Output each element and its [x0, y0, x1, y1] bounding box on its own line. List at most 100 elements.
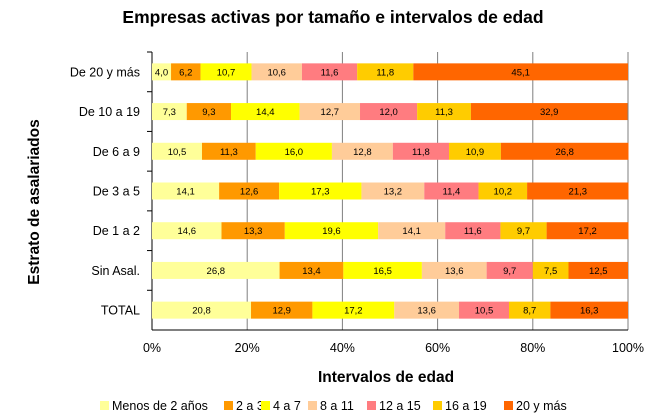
category-label: De 1 a 2	[93, 224, 140, 238]
bar-segment	[221, 222, 285, 240]
data-label: 21,3	[569, 187, 588, 198]
bar-segment	[152, 142, 202, 160]
legend-label-2-a-3: 2 a 3	[236, 399, 264, 413]
data-label: 11,3	[220, 147, 238, 158]
bar-segment	[331, 142, 393, 160]
data-label: 11,6	[464, 226, 482, 237]
legend-swatch-4-a-7	[261, 401, 270, 410]
legend-label-4-a-7: 4 a 7	[273, 399, 301, 413]
legend-swatch-2-a-3	[224, 401, 233, 410]
bar-segment	[417, 103, 471, 121]
bar-segment	[152, 261, 280, 279]
data-label: 10,2	[494, 187, 513, 198]
bar-segment	[509, 301, 551, 319]
data-label: 26,8	[207, 266, 226, 277]
bar-segment	[152, 103, 187, 121]
data-label: 11,8	[376, 67, 394, 78]
bar-segment	[299, 103, 361, 121]
data-label: 13,4	[302, 266, 321, 277]
data-label: 6,2	[179, 67, 192, 78]
data-label: 7,5	[544, 266, 557, 277]
data-label: 45,1	[511, 67, 530, 78]
category-label: De 20 y más	[70, 65, 140, 79]
data-label: 14,1	[402, 226, 421, 237]
bar-segment	[500, 142, 629, 160]
bar-segment	[361, 182, 425, 200]
data-label: 13,2	[384, 187, 403, 198]
bar-segment	[171, 63, 201, 81]
bar-segment	[527, 182, 629, 200]
legend-label-12-a-15: 12 a 15	[379, 399, 421, 413]
legend-label-menos-de-2-anos: Menos de 2 años	[112, 399, 208, 413]
bar-segment	[550, 301, 628, 319]
data-label: 32,9	[540, 107, 559, 118]
legend-swatch-12-a-15	[367, 401, 376, 410]
bar-segment	[378, 222, 446, 240]
bar-segment	[546, 222, 629, 240]
data-label: 14,1	[176, 187, 195, 198]
bar-segment	[424, 182, 479, 200]
category-label: De 10 a 19	[79, 105, 140, 119]
bar-segment	[255, 142, 332, 160]
data-label: 19,6	[322, 226, 341, 237]
data-label: 10,6	[267, 67, 286, 78]
legend-swatch-8-a-11	[308, 401, 317, 410]
x-tick-label: 40%	[330, 341, 355, 355]
x-tick-label: 20%	[235, 341, 260, 355]
data-label: 9,3	[202, 107, 215, 118]
data-label: 9,7	[517, 226, 530, 237]
data-label: 17,2	[344, 306, 363, 317]
bar-segment	[279, 182, 362, 200]
bar-segment	[445, 222, 501, 240]
bar-segment	[186, 103, 232, 121]
bar-segment	[284, 222, 379, 240]
data-label: 12,9	[272, 306, 291, 317]
data-label: 16,3	[580, 306, 599, 317]
data-label: 9,7	[503, 266, 516, 277]
y-axis-label: Estrato de asalariados	[26, 119, 43, 284]
bar-segment	[152, 301, 252, 319]
data-label: 10,9	[466, 147, 485, 158]
x-tick-label: 80%	[520, 341, 545, 355]
data-label: 11,8	[412, 147, 430, 158]
data-label: 12,0	[379, 107, 398, 118]
bar-segment	[394, 301, 460, 319]
data-label: 10,7	[217, 67, 236, 78]
bar-segment	[413, 63, 628, 81]
data-label: 16,5	[373, 266, 392, 277]
data-label: 13,3	[244, 226, 263, 237]
bar-segment	[201, 142, 256, 160]
data-label: 11,4	[443, 187, 461, 198]
bar-segment	[532, 261, 569, 279]
bar-segment	[200, 63, 252, 81]
data-label: 11,6	[321, 67, 339, 78]
bar-segment	[392, 142, 450, 160]
data-label: 4,0	[155, 67, 168, 78]
bar-segment	[500, 222, 547, 240]
data-label: 12,6	[240, 187, 259, 198]
data-label: 10,5	[475, 306, 494, 317]
bar-segment	[357, 63, 414, 81]
category-label: De 3 a 5	[93, 185, 140, 199]
data-label: 12,8	[353, 147, 372, 158]
legend: Menos de 2 años 2 a 3 4 a 7 8 a 11 12 a 15 16…	[100, 399, 567, 413]
bar-segment	[421, 261, 487, 279]
data-label: 11,3	[435, 107, 453, 118]
bar-segment	[251, 63, 302, 81]
x-tick-label: 0%	[143, 341, 161, 355]
bar-segment	[152, 63, 172, 81]
legend-label-8-a-11: 8 a 11	[320, 399, 354, 413]
bar-segment	[360, 103, 418, 121]
legend-swatch-20-y-mas	[504, 401, 513, 410]
bar-segment	[568, 261, 628, 279]
data-label: 17,3	[311, 187, 330, 198]
data-label: 13,6	[417, 306, 436, 317]
category-label: TOTAL	[101, 304, 140, 318]
data-label: 13,6	[445, 266, 464, 277]
bar-segment	[251, 301, 313, 319]
x-tick-label: 100%	[612, 341, 644, 355]
bar-segment	[449, 142, 501, 160]
data-label: 12,7	[321, 107, 340, 118]
data-label: 12,5	[589, 266, 608, 277]
